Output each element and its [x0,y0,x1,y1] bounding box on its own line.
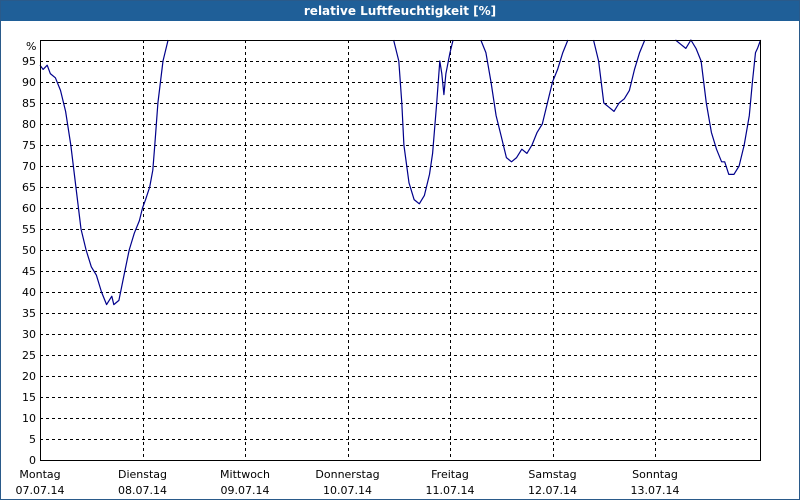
y-tick-label: 50 [22,244,36,257]
x-tick-day: Samstag [528,468,576,481]
plot-border [40,40,761,461]
y-tick-label: 80 [22,118,36,131]
y-tick-label: 70 [22,160,36,173]
y-tick-label: 40 [22,286,36,299]
chart-title: relative Luftfeuchtigkeit [%] [1,1,799,21]
x-tick-day: Mittwoch [220,468,270,481]
y-axis-ticks: 0 5 10 15 20 25 30 35 40 45 50 55 60 65 70 75 80 85 90 95 [22,55,36,467]
y-tick-label: 65 [22,181,36,194]
series-lines [39,39,762,306]
humidity-line [675,39,762,175]
y-axis-unit-label: % [26,40,36,53]
x-tick-date: 13.07.14 [631,484,680,497]
y-tick-label: 60 [22,202,36,215]
x-tick-date: 08.07.14 [118,484,167,497]
humidity-line [393,39,454,205]
x-tick-day: Sonntag [632,468,678,481]
y-tick-label: 75 [22,139,36,152]
x-tick-date: 11.07.14 [426,484,475,497]
x-tick-day: Freitag [431,468,469,481]
y-tick-label: 95 [22,55,36,68]
y-tick-label: 20 [22,370,36,383]
y-tick-label: 5 [29,433,36,446]
x-tick-day: Montag [19,468,60,481]
y-tick-label: 85 [22,97,36,110]
grid-lines [40,40,760,460]
x-tick-date: 12.07.14 [528,484,577,497]
humidity-line [480,39,569,163]
y-tick-label: 55 [22,223,36,236]
y-tick-label: 45 [22,265,36,278]
x-axis-ticks: Montag 07.07.14 Dienstag 08.07.14 Mittwoch 09… [16,468,680,497]
y-tick-label: 10 [22,412,36,425]
y-tick-label: 90 [22,76,36,89]
humidity-line [39,39,169,306]
x-tick-day: Dienstag [118,468,167,481]
x-tick-day: Donnerstag [315,468,379,481]
humidity-line [592,39,646,113]
x-tick-date: 07.07.14 [16,484,65,497]
y-tick-label: 30 [22,328,36,341]
y-tick-label: 25 [22,349,36,362]
y-tick-label: 15 [22,391,36,404]
y-tick-label: 35 [22,307,36,320]
y-tick-label: 0 [29,454,36,467]
x-tick-date: 10.07.14 [323,484,372,497]
x-tick-date: 09.07.14 [221,484,270,497]
